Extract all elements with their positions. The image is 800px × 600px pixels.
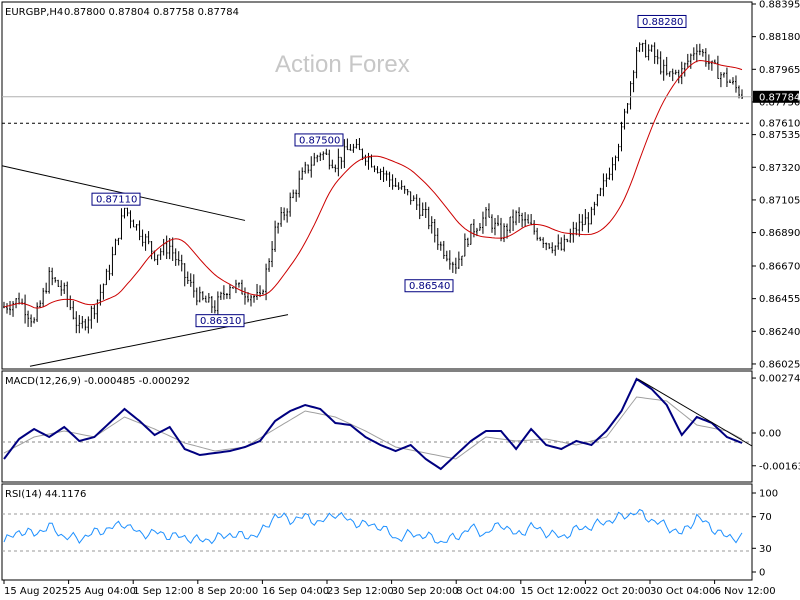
rsi-axis: 100 70 30 0 [752,489,778,579]
price-panel-title: EURGBP,H4 [5,7,63,18]
current-price-box [753,90,799,103]
macd-main-line [3,377,743,471]
annotation-label: 0.87110 [96,195,137,206]
rsi-panel-frame [1,483,753,581]
macd-panel-frame [1,370,753,483]
candles [3,39,743,334]
price-tick-label: 0.86890 [759,228,800,239]
price-tick-label: 0.87750 [759,97,800,108]
price-tick-label: 0.87965 [759,65,800,76]
price-axis: 0.88395 0.88180 0.87965 0.87750 0.87535 0.873… [752,0,800,370]
annotation-label: 0.86310 [200,316,241,327]
time-tick-label: 15 Oct 12:00 [521,586,586,597]
price-tick-label: 0.86670 [759,261,800,272]
price-annotations: 0.87110 0.86310 0.87500 0.86540 0.88280 [91,14,687,328]
rsi-tick-label: 100 [759,489,778,500]
price-tick-label: 0.88395 [759,0,800,11]
annotation-box [404,279,454,293]
time-tick-label: 25 Aug 04:00 [69,586,136,597]
price-tick-label: 0.86240 [759,327,800,338]
macd-panel-title: MACD(12,26,9) -0.000485 -0.000292 [5,376,190,387]
time-tick-label: 30 Oct 04:00 [650,586,715,597]
time-tick-label: 30 Sep 20:00 [392,586,459,597]
rsi-tick-label: 0 [759,568,765,579]
time-tick-label: 15 Aug 2025 [4,586,68,597]
annotation-label: 0.87500 [299,135,340,146]
moving-average-line [3,59,743,309]
time-tick-label: 8 Oct 04:00 [456,586,515,597]
level-lines: 0.87784 0.87610 [2,90,800,130]
rsi-panel-title: RSI(14) 44.1176 [5,489,86,500]
current-price-label: 0.87784 [759,92,800,103]
time-tick-label: 6 Nov 12:00 [715,586,776,597]
macd-axis: 0.002747 0.00 -0.001639 [752,374,800,472]
macd-trendline [637,378,753,447]
macd-tick-label: -0.001639 [759,461,800,472]
watermark: Action Forex [275,51,410,78]
rsi-panel: RSI(14) 44.1176 100 70 30 0 [1,483,778,581]
rsi-tick-label: 30 [759,544,772,555]
time-tick-label: 16 Sep 04:00 [262,586,329,597]
macd-tick-label: 0.002747 [759,374,800,385]
annotation-box [195,314,245,328]
annotation-box [91,192,141,206]
rsi-line [3,508,743,545]
price-tick-label: 0.87535 [759,130,800,141]
lower-trendline [29,314,289,367]
price-panel-ohlc: 0.87800 0.87804 0.87758 0.87784 [64,7,239,18]
price-panel: EURGBP,H4 0.87800 0.87804 0.87758 0.8778… [1,0,800,370]
price-tick-label: 0.87320 [759,163,800,174]
price-tick-label: 0.87105 [759,195,800,206]
macd-tick-label: 0.00 [759,429,781,440]
price-tick-label: 0.88180 [759,32,800,43]
price-panel-frame [1,1,753,370]
time-tick-label: 22 Oct 20:00 [585,586,650,597]
macd-panel: MACD(12,26,9) -0.000485 -0.000292 0.0027… [1,370,800,483]
support-level-label: 0.87610 [759,119,800,130]
price-tick-label: 0.86025 [759,359,800,370]
annotation-label: 0.86540 [409,281,450,292]
time-tick-label: 8 Sep 20:00 [198,586,258,597]
support-level-box [753,117,799,130]
price-tick-label: 0.86455 [759,294,800,305]
rsi-tick-label: 70 [759,512,772,523]
time-tick-label: 1 Sep 12:00 [133,586,193,597]
macd-signal-line [3,396,743,460]
annotation-label: 0.88280 [642,17,683,28]
annotation-box [637,14,687,28]
annotation-box [294,133,344,147]
time-axis: 15 Aug 2025 25 Aug 04:001 Sep 12:00 8 Sep … [3,580,776,597]
time-tick-label: 23 Sep 12:00 [327,586,394,597]
